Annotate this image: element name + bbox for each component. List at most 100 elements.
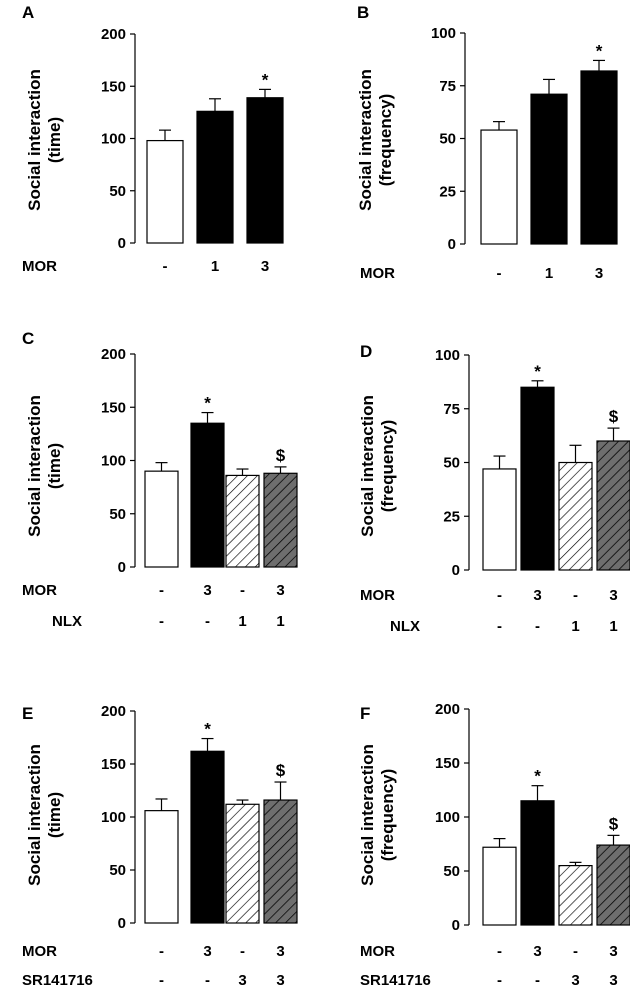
y-tick-label: 50 <box>109 862 126 879</box>
y-tick-label: 0 <box>118 915 126 932</box>
condition-value: 1 <box>545 265 553 282</box>
condition-label: MOR <box>360 943 395 960</box>
condition-value: - <box>159 943 164 960</box>
condition-value: - <box>240 582 245 599</box>
panel-b: B 0 25 50 75 100 Social interaction(frequency)… <box>356 3 618 282</box>
condition-value: 3 <box>203 582 211 599</box>
bar <box>196 110 234 244</box>
condition-label: MOR <box>22 258 57 275</box>
y-tick-label: 50 <box>109 506 126 523</box>
bar <box>480 129 518 245</box>
condition-value: 3 <box>238 972 246 989</box>
condition-label: MOR <box>360 265 395 282</box>
y-tick-label: 50 <box>439 131 456 148</box>
y-axis-label-line: (time) <box>45 117 64 163</box>
bar <box>190 750 225 924</box>
y-tick-label: 0 <box>452 562 460 579</box>
condition-value: 3 <box>276 972 284 989</box>
significance-marker: $ <box>276 446 286 465</box>
condition-value: - <box>205 972 210 989</box>
significance-marker: * <box>596 41 603 60</box>
bar <box>580 70 618 245</box>
bar <box>246 97 284 244</box>
panel-letter: F <box>360 704 370 723</box>
y-tick-label: 100 <box>101 131 126 148</box>
y-axis-label: Social interaction(time) <box>25 395 64 537</box>
y-axis-label: Social interaction(time) <box>25 69 64 211</box>
y-axis-label-line: Social interaction <box>25 69 44 211</box>
condition-label: NLX <box>52 613 82 630</box>
y-tick-label: 100 <box>435 809 460 826</box>
condition-value: 3 <box>609 972 617 989</box>
y-axis-label-line: (time) <box>45 792 64 838</box>
significance-marker: $ <box>609 407 619 426</box>
y-tick-label: 100 <box>431 25 456 42</box>
condition-value: - <box>497 943 502 960</box>
significance-marker: * <box>534 767 541 786</box>
y-tick-label: 0 <box>118 559 126 576</box>
y-axis-label: Social interaction(frequency) <box>358 744 397 886</box>
y-tick-label: 200 <box>435 701 460 718</box>
condition-value: 1 <box>211 258 219 275</box>
panel-f: F 0 50 100 150 200 Social interaction(frequenc… <box>358 701 630 989</box>
y-tick-label: 100 <box>101 809 126 826</box>
y-tick-label: 100 <box>101 453 126 470</box>
y-axis-label-line: Social interaction <box>25 744 44 886</box>
y-axis-label-line: Social interaction <box>356 69 375 211</box>
condition-value: 1 <box>276 613 284 630</box>
bar <box>596 844 630 926</box>
panel-letter: C <box>22 329 34 348</box>
condition-label: SR141716 <box>360 972 431 989</box>
condition-value: 3 <box>276 943 284 960</box>
condition-value: - <box>497 587 502 604</box>
bar <box>530 93 568 245</box>
bar <box>558 461 593 571</box>
condition-value: 3 <box>595 265 603 282</box>
y-tick-label: 200 <box>101 703 126 720</box>
panel-letter: B <box>357 3 369 22</box>
condition-value: 1 <box>571 618 579 635</box>
bar <box>558 864 593 926</box>
bar <box>225 474 260 568</box>
y-tick-label: 0 <box>118 235 126 252</box>
bar <box>482 846 517 926</box>
bar <box>146 139 184 244</box>
panel-letter: E <box>22 704 33 723</box>
y-tick-label: 150 <box>101 399 126 416</box>
bar <box>596 440 630 571</box>
condition-value: - <box>573 943 578 960</box>
y-tick-label: 75 <box>439 78 456 95</box>
y-axis-label-line: (frequency) <box>378 769 397 862</box>
panel-d: D 0 25 50 75 100 Social interaction(frequency)… <box>358 342 630 635</box>
y-tick-label: 150 <box>435 755 460 772</box>
condition-value: - <box>163 258 168 275</box>
y-tick-label: 200 <box>101 26 126 43</box>
y-tick-label: 200 <box>101 346 126 363</box>
condition-value: 3 <box>261 258 269 275</box>
condition-value: - <box>535 972 540 989</box>
panel-e: E 0 50 100 150 200 Social interaction(time) * $ M… <box>22 703 298 989</box>
y-tick-label: 50 <box>443 455 460 472</box>
panel-c: C 0 50 100 150 200 Social interaction(time) * $ M… <box>22 329 298 630</box>
y-axis-label: Social interaction(frequency) <box>356 69 395 211</box>
condition-value: 3 <box>276 582 284 599</box>
y-axis-label-line: Social interaction <box>25 395 44 537</box>
condition-label: MOR <box>360 587 395 604</box>
condition-value: 1 <box>609 618 617 635</box>
y-tick-label: 50 <box>109 183 126 200</box>
condition-value: 3 <box>571 972 579 989</box>
condition-value: - <box>159 972 164 989</box>
significance-marker: * <box>534 362 541 381</box>
bar <box>263 799 298 924</box>
condition-value: 3 <box>533 943 541 960</box>
bar <box>144 810 179 924</box>
condition-value: 3 <box>609 943 617 960</box>
significance-marker: * <box>262 70 269 89</box>
y-axis-label: Social interaction(time) <box>25 744 64 886</box>
condition-label: SR141716 <box>22 972 93 989</box>
y-axis-label: Social interaction(frequency) <box>358 395 397 537</box>
condition-value: - <box>573 587 578 604</box>
condition-value: - <box>497 618 502 635</box>
panel-a: A 0 50 100 150 200 Social interaction(time) * MO… <box>22 3 284 275</box>
